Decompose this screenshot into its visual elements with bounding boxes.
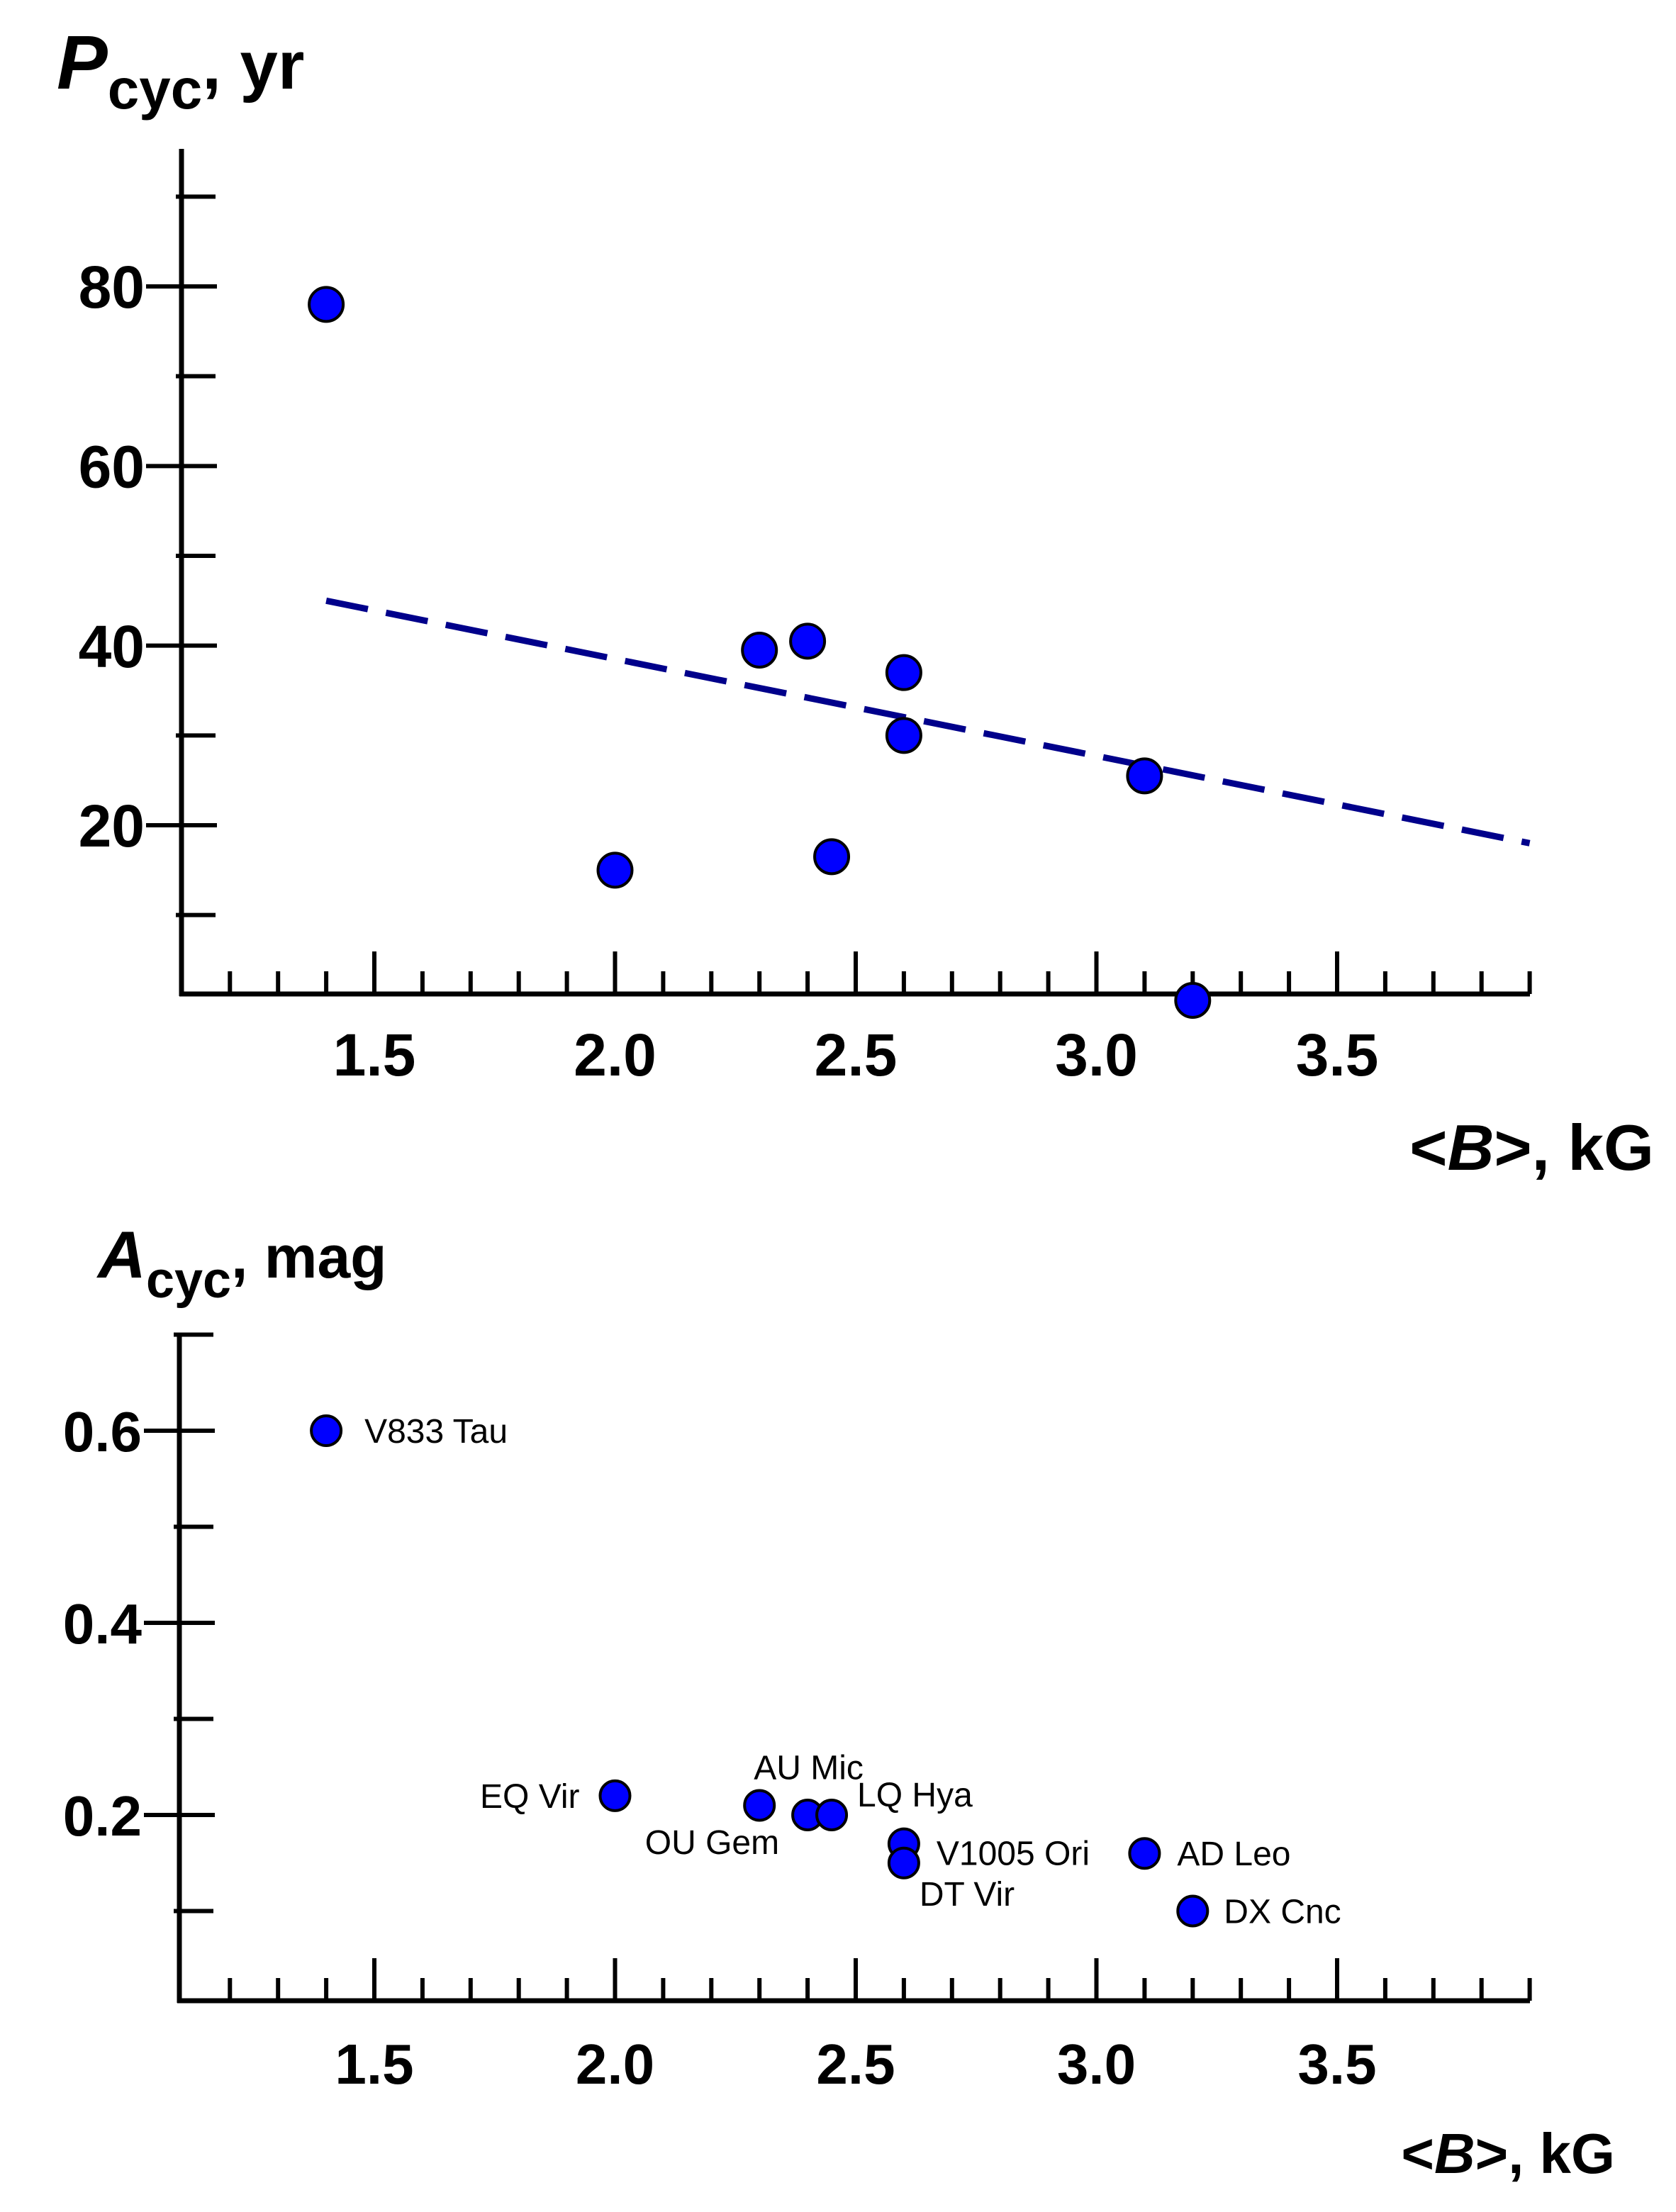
x-axis-title: <B>, kG xyxy=(1409,1112,1654,1184)
data-point xyxy=(1174,982,1212,1019)
data-point xyxy=(1126,757,1163,795)
point-label: V1005 Ori xyxy=(937,1836,1090,1873)
x-tick-label: 2.0 xyxy=(574,1022,657,1088)
data-point xyxy=(813,838,851,876)
point-label: LQ Hya xyxy=(857,1777,973,1814)
x-tick-label: 2.5 xyxy=(816,2033,895,2096)
x-tick-label: 2.5 xyxy=(815,1022,898,1088)
data-point xyxy=(885,717,922,754)
y-tick-label: 0.6 xyxy=(63,1400,142,1463)
y-tick-label: 80 xyxy=(79,254,145,320)
point-label: AD Leo xyxy=(1177,1836,1290,1873)
chart-panel-2: 1.5 2.0 2.5 3.0 3.5 0.2 0.4 0.6 Acyc, mag <B>, kG… xyxy=(63,1217,1615,2185)
x-tick-label: 2.0 xyxy=(576,2033,654,2096)
point-label: DT Vir xyxy=(920,1876,1015,1914)
point-label: DX Cnc xyxy=(1224,1894,1341,1931)
x-tick-label: 3.0 xyxy=(1055,1022,1138,1088)
chart-panel-1: 1.5 2.0 2.5 3.0 3.5 20 40 60 80 Pcyc, yr <B>, kG xyxy=(57,20,1654,1184)
data-point xyxy=(596,851,634,889)
data-point xyxy=(1176,1894,1209,1928)
x-tick-label: 1.5 xyxy=(335,2033,413,2096)
data-point xyxy=(789,622,827,660)
data-point xyxy=(815,1799,849,1831)
trend-line xyxy=(325,597,1531,847)
data-point xyxy=(598,1779,632,1812)
point-label: OU Gem xyxy=(645,1824,779,1862)
data-point xyxy=(741,632,778,669)
point-label: V833 Tau xyxy=(364,1413,508,1451)
y-axis-title: Acyc, mag xyxy=(96,1217,387,1309)
y-tick-label: 0.2 xyxy=(63,1784,142,1848)
data-point xyxy=(743,1789,776,1822)
point-label: AU Mic xyxy=(754,1749,864,1787)
y-tick-label: 40 xyxy=(79,613,145,680)
data-point xyxy=(887,1846,920,1879)
y-tick-label: 60 xyxy=(79,434,145,501)
data-point xyxy=(308,286,345,323)
x-tick-label: 1.5 xyxy=(333,1022,416,1088)
data-point xyxy=(885,654,922,691)
x-tick-label: 3.5 xyxy=(1296,1022,1379,1088)
x-tick-label: 3.5 xyxy=(1297,2033,1376,2096)
point-label: EQ Vir xyxy=(480,1778,580,1816)
y-axis-title: Pcyc, yr xyxy=(57,20,304,121)
y-tick-label: 20 xyxy=(79,793,145,859)
y-tick-label: 0.4 xyxy=(63,1592,143,1655)
data-point xyxy=(310,1414,343,1447)
data-point xyxy=(1128,1837,1161,1870)
x-tick-label: 3.0 xyxy=(1057,2033,1136,2096)
x-axis-title: <B>, kG xyxy=(1401,2122,1615,2185)
